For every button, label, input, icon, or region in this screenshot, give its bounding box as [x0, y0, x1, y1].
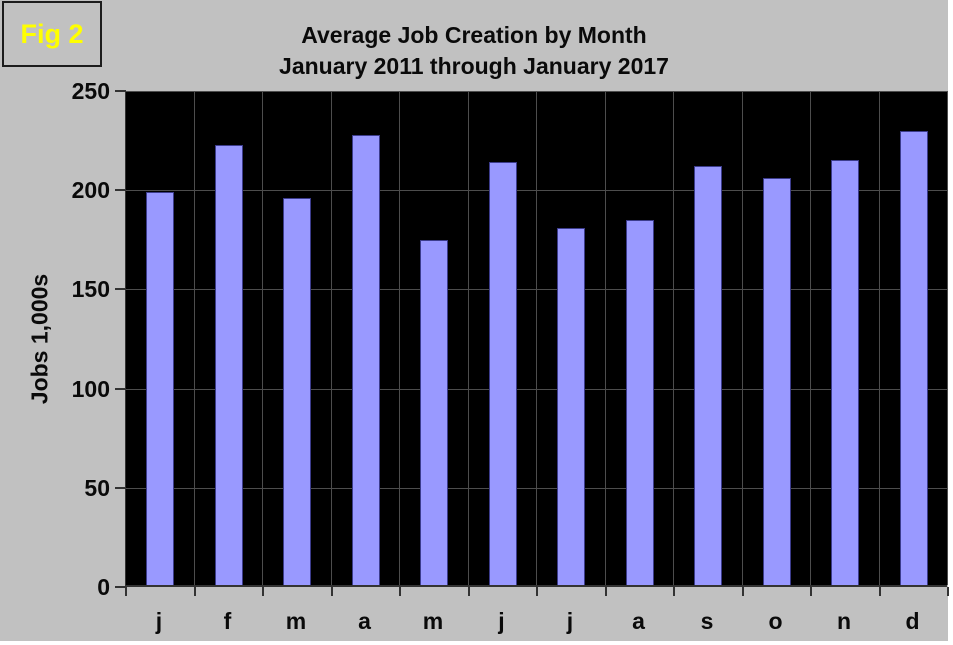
chart-title: Average Job Creation by Month January 20…: [0, 20, 948, 82]
y-axis-tick: [115, 189, 126, 192]
x-tick-label: a: [358, 608, 371, 634]
x-gridline: [947, 91, 948, 585]
bar: [146, 192, 175, 585]
bar: [283, 198, 312, 585]
y-axis-tick: [115, 90, 126, 92]
y-axis-tick: [115, 288, 126, 291]
x-gridline: [742, 91, 743, 585]
x-tick-label: j: [566, 608, 574, 634]
x-gridline: [399, 91, 400, 585]
x-tick-label: j: [498, 608, 505, 634]
x-gridline: [536, 91, 537, 585]
figure-label-box: Fig 2: [2, 1, 102, 67]
y-axis-tick: [115, 387, 126, 390]
y-tick-label: 200: [71, 177, 110, 204]
plot-area: [115, 90, 949, 596]
x-tick-label: d: [905, 608, 920, 634]
y-tick-label: 100: [71, 375, 110, 402]
x-gridline: [468, 91, 469, 585]
y-axis-tick: [115, 586, 126, 588]
x-gridline: [879, 91, 880, 585]
x-axis-tick: [947, 587, 949, 596]
bar: [351, 134, 380, 585]
x-axis-tick: [399, 587, 401, 596]
x-axis-tick: [673, 587, 675, 596]
bar: [831, 160, 860, 585]
x-tick-label: a: [632, 608, 645, 634]
bar: [488, 162, 517, 585]
x-gridline: [810, 91, 811, 585]
y-tick-label: 50: [84, 474, 110, 501]
bar: [694, 166, 723, 585]
x-gridline: [331, 91, 332, 585]
x-axis-tick: [125, 587, 127, 596]
figure-label: Fig 2: [20, 18, 84, 49]
x-axis-tick: [194, 587, 196, 596]
x-gridline: [673, 91, 674, 585]
bar: [899, 130, 928, 585]
x-tick-label: n: [836, 608, 852, 634]
bar: [762, 178, 791, 585]
x-tick-label: o: [768, 608, 783, 634]
x-axis-tick: [536, 587, 538, 596]
y-axis-tick: [115, 486, 126, 489]
x-axis-tick: [331, 587, 333, 596]
y-tick-label: 0: [97, 574, 110, 600]
x-gridline: [262, 91, 263, 585]
chart-title-line2: January 2011 through January 2017: [279, 53, 669, 79]
x-tick-label: j: [155, 608, 163, 634]
x-axis-tick: [879, 587, 881, 596]
x-gridline: [605, 91, 606, 585]
x-axis-tick: [468, 587, 470, 596]
y-tick-label: 150: [71, 276, 110, 303]
x-axis-tick: [742, 587, 744, 596]
x-axis-tick: [262, 587, 264, 596]
x-tick-label: s: [700, 608, 714, 634]
x-axis-tick: [810, 587, 812, 596]
bar: [420, 239, 449, 585]
y-tick-label: 250: [71, 78, 110, 104]
x-tick-label: f: [223, 608, 232, 634]
bar: [214, 144, 243, 585]
bar: [557, 227, 586, 585]
x-axis-tick: [605, 587, 607, 596]
x-tick-label: m: [285, 608, 307, 634]
x-gridline: [194, 91, 195, 585]
bar: [625, 219, 654, 585]
chart-title-line1: Average Job Creation by Month: [301, 22, 647, 48]
x-tick-label: m: [422, 608, 444, 634]
